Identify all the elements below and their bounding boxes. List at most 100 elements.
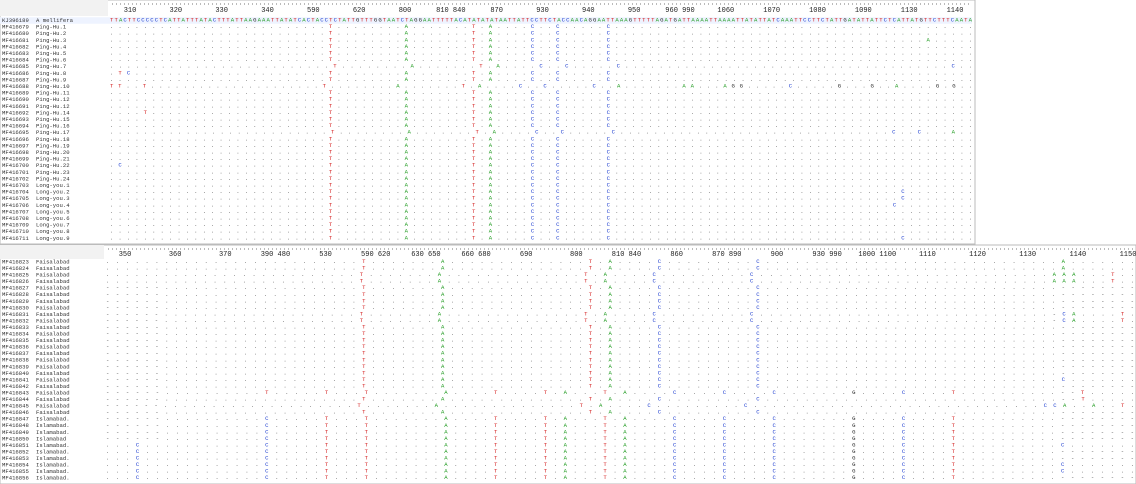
sample-name: Ping-Hu.21 xyxy=(36,156,70,163)
ruler-label: 340 xyxy=(261,7,274,15)
ruler-label: 310 xyxy=(124,7,137,15)
ruler-label: 870 xyxy=(490,7,503,15)
accession-id: MF416693 xyxy=(2,116,29,123)
sample-name: Islamabad. xyxy=(36,462,70,469)
sample-name: Ping-Hu.5 xyxy=(36,50,66,57)
accession-id: MF416700 xyxy=(2,162,29,169)
ruler-label: 1110 xyxy=(919,251,936,259)
accession-id: MF416838 xyxy=(2,357,29,364)
sample-name: Long-you.1 xyxy=(36,182,70,189)
ruler-label: 660 680 xyxy=(461,251,490,259)
sample-name: Ping-Hu.22 xyxy=(36,162,70,169)
sample-name: Ping-Hu.18 xyxy=(36,136,70,143)
ruler-label: 360 xyxy=(169,251,182,259)
sample-name: Faisalabad xyxy=(36,409,70,416)
sample-name: Long-you.3 xyxy=(36,195,70,202)
sample-name: Islamabad. xyxy=(36,455,70,462)
sequence: TTACTTCCCCCTCATTATTTATACTTTATTAAGAAATTAT… xyxy=(110,17,973,24)
accession-id: MF416696 xyxy=(2,136,29,143)
ruler-label: 590 xyxy=(307,7,320,15)
top-ruler-corner xyxy=(0,0,108,16)
accession-id: MF416842 xyxy=(2,383,29,390)
ruler-label: 960 990 xyxy=(665,7,694,15)
accession-id: MF416832 xyxy=(2,317,29,324)
sample-name: Ping-Hu.15 xyxy=(36,116,70,123)
sequence: .......................... T........ A....… xyxy=(110,235,972,242)
sample-name: Ping-Hu.16 xyxy=(36,123,70,130)
sample-name: Ping-Hu.6 xyxy=(36,57,66,64)
accession-id: MF416831 xyxy=(2,311,29,318)
accession-id: MF416688 xyxy=(2,83,29,90)
sequence: .......................... T........ A....… xyxy=(110,76,972,83)
accession-id: MF416705 xyxy=(2,195,29,202)
accession-id: MF416698 xyxy=(2,149,29,156)
accession-id: MF416853 xyxy=(2,455,29,462)
sample-name: Long-you.7 xyxy=(36,222,70,229)
accession-id: MF416856 xyxy=(2,475,29,482)
ruler-label: 800 xyxy=(570,251,583,259)
sample-name: Ping-Hu.19 xyxy=(36,142,70,149)
sample-name: Faisalabad xyxy=(36,285,70,292)
accession-id: MF416843 xyxy=(2,389,29,396)
accession-id: MF416694 xyxy=(2,123,29,130)
accession-id: KJ396189 xyxy=(2,17,29,24)
sample-name: Islamabad. xyxy=(36,422,70,429)
accession-id: MF416827 xyxy=(2,285,29,292)
sample-name: Faisalabad xyxy=(36,324,70,331)
sample-name: Ping-Hu.2 xyxy=(36,30,66,37)
sample-name: Ping-Hu.20 xyxy=(36,149,70,156)
sample-name: Faisalabad xyxy=(36,350,70,357)
sample-name: Islamabad. xyxy=(36,468,70,475)
accession-id: MF416847 xyxy=(2,416,29,423)
sample-name: A mellifera xyxy=(36,17,74,24)
ruler-label: 1130 xyxy=(1019,251,1036,259)
sample-name: Long-you.6 xyxy=(36,215,70,222)
sample-name: Long-you.9 xyxy=(36,235,70,242)
sample-name: Faisalabad xyxy=(36,272,70,279)
ruler-label: 690 xyxy=(520,251,533,259)
sample-name: Ping-Hu.14 xyxy=(36,109,70,116)
sample-name: Faisalabad xyxy=(36,370,70,377)
sample-name: Ping-Hu.8 xyxy=(36,70,66,77)
accession-id: MF416830 xyxy=(2,304,29,311)
ruler-label: 350 xyxy=(119,251,132,259)
accession-id: MF416848 xyxy=(2,422,29,429)
accession-id: MF416833 xyxy=(2,324,29,331)
accession-id: MF416823 xyxy=(2,258,29,265)
sample-name: Faisalabad xyxy=(36,304,70,311)
sample-name: Faisalabad xyxy=(36,344,70,351)
sample-name: Faisalabad xyxy=(36,383,70,390)
accession-id: MF416852 xyxy=(2,448,29,455)
sample-name: Faisalabad xyxy=(36,331,70,338)
accession-id: MF416689 xyxy=(2,90,29,97)
accession-id: MF416692 xyxy=(2,109,29,116)
reference-row-highlight xyxy=(0,17,972,24)
accession-id: MF416839 xyxy=(2,363,29,370)
sample-name: Ping-Hu.10 xyxy=(36,83,70,90)
sample-name: Islamabad. xyxy=(36,475,70,482)
accession-id: MF416699 xyxy=(2,156,29,163)
sample-name: Faisalabad xyxy=(36,389,70,396)
accession-id: MF416680 xyxy=(2,30,29,37)
ruler-label: 860 xyxy=(670,251,683,259)
accession-id: MF416681 xyxy=(2,37,29,44)
accession-id: MF416701 xyxy=(2,169,29,176)
top-panel xyxy=(0,0,976,245)
accession-id: MF416844 xyxy=(2,396,29,403)
ruler-label: 900 xyxy=(771,251,784,259)
accession-id: MF416695 xyxy=(2,129,29,136)
accession-id: MF416854 xyxy=(2,462,29,469)
bottom-ruler-corner xyxy=(0,245,104,259)
accession-id: MF416708 xyxy=(2,215,29,222)
ruler-label: 930 990 xyxy=(812,251,841,259)
ruler-label: 810 840 xyxy=(612,251,641,259)
ruler-label: 870 890 xyxy=(712,251,741,259)
accession-id: MF416687 xyxy=(2,76,29,83)
sample-name: Faisalabad xyxy=(36,265,70,272)
sample-name: Islamabad xyxy=(36,435,66,442)
accession-id: MF416837 xyxy=(2,350,29,357)
sample-name: Faisalabad xyxy=(36,278,70,285)
accession-id: MF416825 xyxy=(2,272,29,279)
ruler-label: 320 xyxy=(170,7,183,15)
accession-id: MF416840 xyxy=(2,370,29,377)
